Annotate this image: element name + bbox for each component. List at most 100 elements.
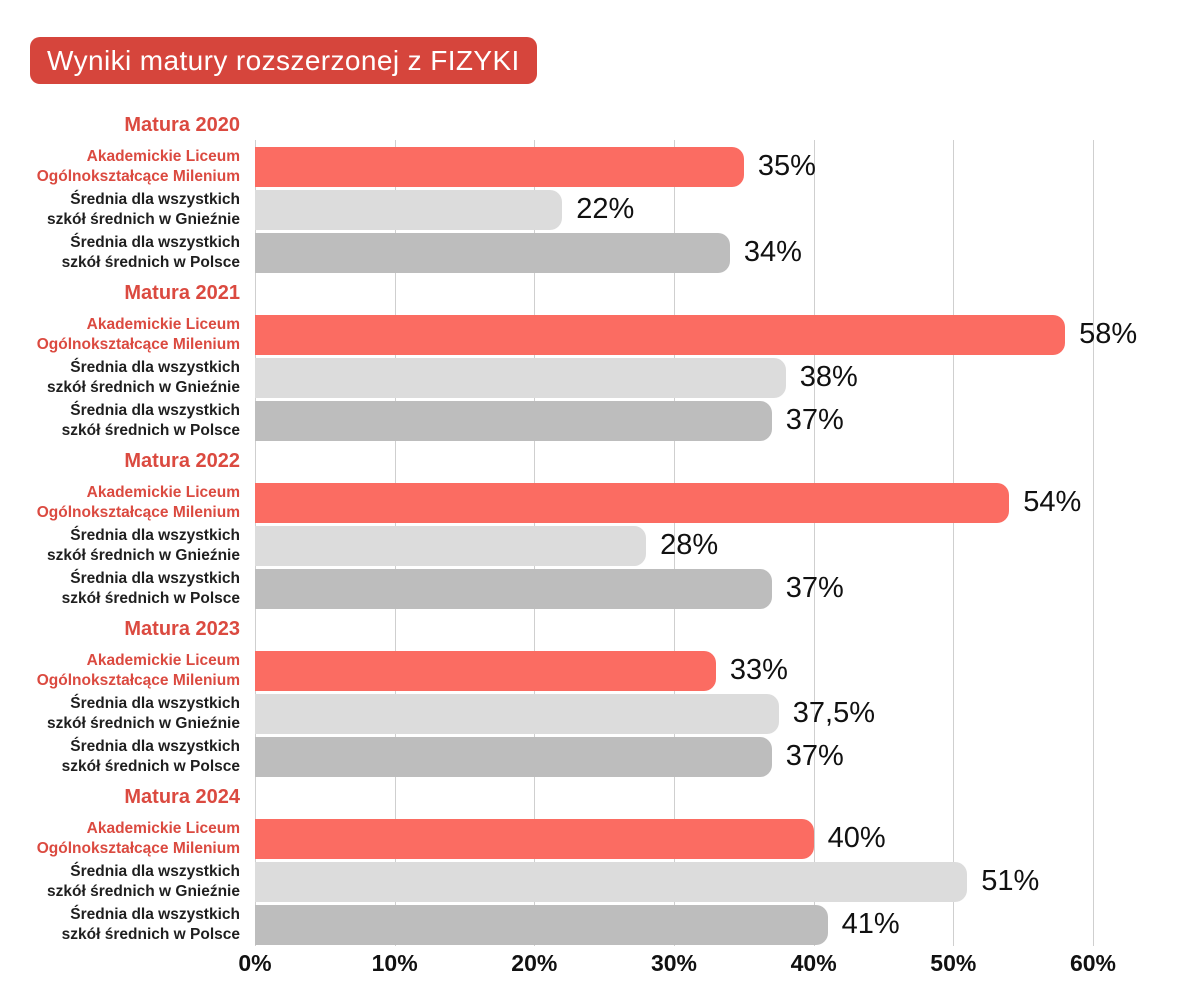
bar-track: 22%	[255, 189, 1093, 230]
value-label: 41%	[841, 908, 900, 940]
bar-label-line1: Średnia dla wszystkich	[70, 694, 240, 712]
bar-label-line2: Ogólnokształcące Milenium	[36, 671, 240, 689]
bar-label-line1: Średnia dla wszystkich	[70, 233, 240, 251]
bar-label: Średnia dla wszystkich szkół średnich w P…	[0, 401, 240, 440]
bar-row: Średnia dla wszystkich szkół średnich w G…	[0, 860, 1200, 903]
bar-label-line1: Akademickie Liceum	[86, 315, 240, 333]
bar-track: 58%	[255, 314, 1137, 355]
bar-row: Akademickie Liceum Ogólnokształcące Milen…	[0, 481, 1200, 524]
bar-gniezno	[255, 861, 968, 902]
bar-milenium	[255, 482, 1010, 523]
bar-gniezno	[255, 357, 786, 398]
bar-track: 51%	[255, 861, 1093, 902]
bar-label-line2: Ogólnokształcące Milenium	[36, 335, 240, 353]
bar-label-line1: Akademickie Liceum	[86, 483, 240, 501]
axis-tick-label: 30%	[650, 950, 698, 976]
bar-label-line2: szkół średnich w Polsce	[61, 757, 240, 775]
group-matura-2021: Matura 2021 Akademickie Liceum Ogólnokszt…	[0, 274, 1200, 442]
value-label: 22%	[576, 193, 635, 225]
bar-row: Średnia dla wszystkich szkół średnich w G…	[0, 692, 1200, 735]
value-label: 37,5%	[792, 697, 875, 729]
bar-milenium	[255, 818, 814, 859]
bar-row: Średnia dla wszystkich szkół średnich w G…	[0, 356, 1200, 399]
value-label: 35%	[757, 150, 816, 182]
chart-title: Wyniki matury rozszerzonej z FIZYKI	[47, 44, 520, 76]
bar-row: Średnia dla wszystkich szkół średnich w G…	[0, 188, 1200, 231]
value-label: 38%	[799, 361, 858, 393]
bar-row: Średnia dla wszystkich szkół średnich w P…	[0, 903, 1200, 946]
gridline	[813, 140, 815, 946]
bar-track: 54%	[255, 482, 1093, 523]
bar-label: Średnia dla wszystkich szkół średnich w P…	[0, 569, 240, 608]
bar-polska	[255, 736, 772, 777]
bar-label-line2: szkół średnich w Gnieźnie	[47, 210, 240, 228]
group-matura-2022: Matura 2022 Akademickie Liceum Ogólnokszt…	[0, 442, 1200, 610]
bar-label: Średnia dla wszystkich szkół średnich w P…	[0, 737, 240, 776]
bar-polska	[255, 232, 730, 273]
bar-label-line1: Średnia dla wszystkich	[70, 526, 240, 544]
bar-milenium	[255, 314, 1066, 355]
bar-milenium	[255, 146, 744, 187]
bar-polska	[255, 904, 828, 945]
chart-title-banner: Wyniki matury rozszerzonej z FIZYKI	[30, 37, 537, 84]
bar-label-line2: Ogólnokształcące Milenium	[36, 839, 240, 857]
value-label: 33%	[729, 654, 788, 686]
bar-track: 40%	[255, 818, 1093, 859]
group-heading: Matura 2021	[124, 282, 240, 304]
bar-gniezno	[255, 693, 779, 734]
bar-label-line1: Średnia dla wszystkich	[70, 905, 240, 923]
value-label: 34%	[743, 236, 802, 268]
bar-label-line2: szkół średnich w Polsce	[61, 421, 240, 439]
value-label: 54%	[1023, 486, 1082, 518]
bar-label-line2: szkół średnich w Polsce	[61, 589, 240, 607]
bar-track: 37,5%	[255, 693, 1093, 734]
group-matura-2023: Matura 2023 Akademickie Liceum Ogólnokszt…	[0, 610, 1200, 778]
bar-label: Średnia dla wszystkich szkół średnich w G…	[0, 358, 240, 397]
bar-chart: Matura 2020 Akademickie Liceum Ogólnokszt…	[0, 106, 1200, 988]
bar-row: Akademickie Liceum Ogólnokształcące Milen…	[0, 313, 1200, 356]
bar-label-line2: Ogólnokształcące Milenium	[36, 167, 240, 185]
value-label: 37%	[785, 740, 844, 772]
group-heading: Matura 2024	[124, 786, 240, 808]
bar-label-line2: szkół średnich w Gnieźnie	[47, 714, 240, 732]
bar-label-line2: szkół średnich w Gnieźnie	[47, 882, 240, 900]
bar-track: 38%	[255, 357, 1093, 398]
bar-label: Średnia dla wszystkich szkół średnich w P…	[0, 233, 240, 272]
bar-gniezno	[255, 189, 563, 230]
bar-row: Średnia dla wszystkich szkół średnich w P…	[0, 231, 1200, 274]
group-matura-2020: Matura 2020 Akademickie Liceum Ogólnokszt…	[0, 106, 1200, 274]
bar-gniezno	[255, 525, 647, 566]
bar-track: 37%	[255, 400, 1093, 441]
bar-label-line1: Akademickie Liceum	[86, 147, 240, 165]
bar-label-line2: szkół średnich w Polsce	[61, 253, 240, 271]
bar-label-line1: Średnia dla wszystkich	[70, 401, 240, 419]
value-label: 58%	[1079, 318, 1138, 350]
bar-milenium	[255, 650, 716, 691]
bar-row: Średnia dla wszystkich szkół średnich w P…	[0, 399, 1200, 442]
gridline	[674, 140, 675, 946]
bar-track: 41%	[255, 904, 1093, 945]
bar-row: Średnia dla wszystkich szkół średnich w P…	[0, 567, 1200, 610]
bar-track: 34%	[255, 232, 1093, 273]
bar-row: Średnia dla wszystkich szkół średnich w G…	[0, 524, 1200, 567]
bar-track: 37%	[255, 736, 1093, 777]
gridline	[1093, 140, 1094, 946]
bar-label: Akademickie Liceum Ogólnokształcące Milen…	[0, 483, 240, 522]
bar-label-line2: Ogólnokształcące Milenium	[36, 503, 240, 521]
bar-label-line1: Średnia dla wszystkich	[70, 737, 240, 755]
bar-label: Średnia dla wszystkich szkół średnich w P…	[0, 905, 240, 944]
bar-label: Akademickie Liceum Ogólnokształcące Milen…	[0, 147, 240, 186]
bar-label-line1: Średnia dla wszystkich	[70, 358, 240, 376]
bar-label-line2: szkół średnich w Gnieźnie	[47, 546, 240, 564]
gridline	[953, 140, 955, 946]
axis-tick-label: 50%	[930, 950, 977, 976]
bar-row: Akademickie Liceum Ogólnokształcące Milen…	[0, 817, 1200, 860]
value-label: 37%	[785, 572, 844, 604]
value-label: 40%	[827, 822, 886, 854]
bar-polska	[255, 568, 772, 609]
bar-row: Akademickie Liceum Ogólnokształcące Milen…	[0, 145, 1200, 188]
bar-track: 28%	[255, 525, 1093, 566]
bar-label: Średnia dla wszystkich szkół średnich w G…	[0, 862, 240, 901]
group-heading: Matura 2020	[124, 114, 240, 136]
